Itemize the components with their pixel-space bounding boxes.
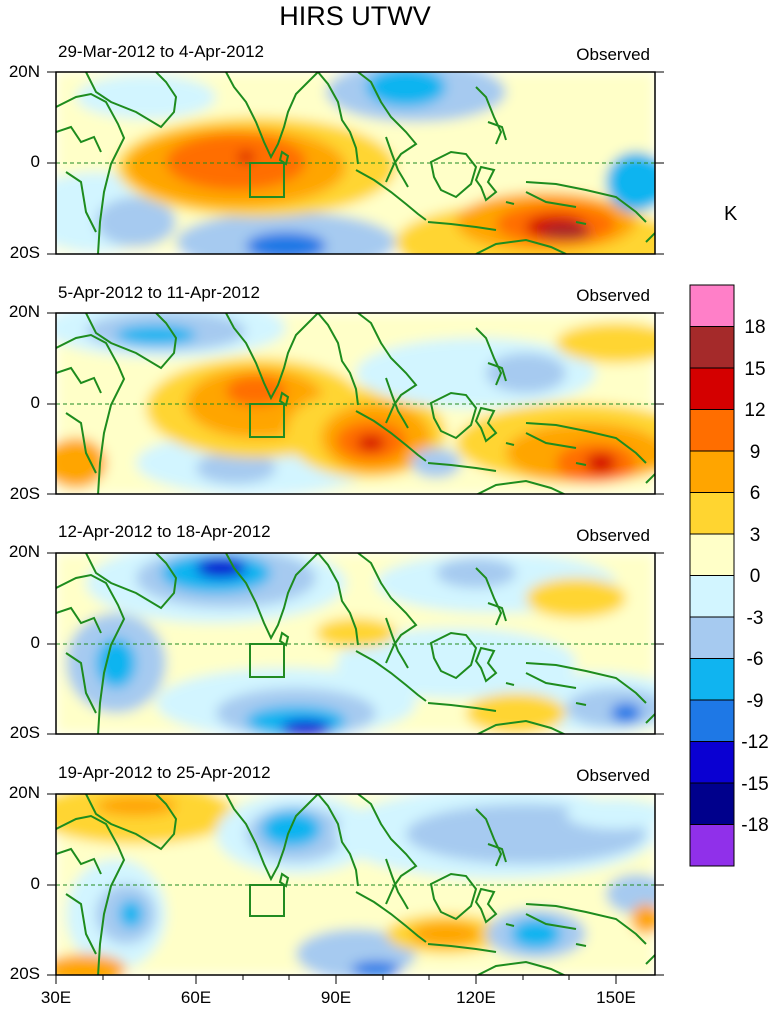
- colorbar-swatch: [689, 409, 735, 452]
- panel-2-map: [55, 312, 656, 495]
- lon-label-60e: 60E: [180, 988, 212, 1007]
- colorbar-tick: -12: [741, 732, 769, 753]
- colorbar-swatch: [689, 450, 735, 493]
- panel-1-tag: Observed: [576, 45, 650, 64]
- colorbar-swatch: [689, 658, 735, 701]
- colorbar: [689, 284, 735, 867]
- colorbar-tick: -15: [741, 774, 769, 795]
- panel-4-map: [55, 793, 656, 976]
- colorbar-tick: 15: [744, 359, 766, 380]
- panel-3-tag: Observed: [576, 526, 650, 545]
- panel-2-tag: Observed: [576, 286, 650, 305]
- lat-label-eq: 0: [30, 874, 40, 893]
- lat-label-20n: 20N: [8, 302, 40, 321]
- colorbar-swatch: [689, 741, 735, 784]
- lat-label-20n: 20N: [8, 542, 40, 561]
- lat-label-20s: 20S: [9, 723, 40, 742]
- panel-3-map: [55, 552, 656, 735]
- colorbar-swatch: [689, 533, 735, 576]
- colorbar-tick: -9: [746, 691, 764, 712]
- lat-label-eq: 0: [30, 393, 40, 412]
- colorbar-swatch: [689, 492, 735, 535]
- colorbar-tick: 6: [749, 483, 761, 504]
- colorbar-tick: -6: [746, 649, 764, 670]
- figure-title: HIRS UTWV: [279, 1, 431, 31]
- colorbar-swatch: [689, 284, 735, 327]
- lat-label-eq: 0: [30, 633, 40, 652]
- colorbar-swatch: [689, 367, 735, 410]
- colorbar-swatch: [689, 824, 735, 867]
- lon-label-90e: 90E: [320, 988, 352, 1007]
- colorbar-unit: K: [724, 203, 738, 225]
- colorbar-swatch: [689, 616, 735, 659]
- panel-1-date-range: 29-Mar-2012 to 4-Apr-2012: [58, 42, 265, 61]
- colorbar-tick: -18: [741, 815, 769, 836]
- panel-2-date-range: 5-Apr-2012 to 11-Apr-2012: [58, 283, 260, 302]
- colorbar-swatch: [689, 575, 735, 618]
- lon-label-30e: 30E: [40, 988, 72, 1007]
- colorbar-tick: 3: [749, 525, 761, 546]
- colorbar-tick: 0: [749, 566, 761, 587]
- lat-label-eq: 0: [30, 152, 40, 171]
- panel-3-date-range: 12-Apr-2012 to 18-Apr-2012: [58, 522, 271, 541]
- lat-label-20s: 20S: [9, 484, 40, 503]
- lat-label-20n: 20N: [8, 783, 40, 802]
- lat-label-20n: 20N: [8, 62, 40, 81]
- colorbar-tick: 18: [744, 317, 766, 338]
- lat-label-20s: 20S: [9, 243, 40, 262]
- lon-label-150e: 150E: [596, 988, 636, 1007]
- colorbar-tick: 12: [744, 400, 766, 421]
- panel-1-map: [55, 71, 656, 255]
- lon-label-120e: 120E: [456, 988, 496, 1007]
- colorbar-tick: 9: [749, 442, 761, 463]
- colorbar-swatch: [689, 782, 735, 825]
- colorbar-swatch: [689, 326, 735, 369]
- colorbar-swatch: [689, 699, 735, 742]
- panel-4-date-range: 19-Apr-2012 to 25-Apr-2012: [58, 763, 271, 782]
- panel-4-tag: Observed: [576, 766, 650, 785]
- lat-label-20s: 20S: [9, 964, 40, 983]
- colorbar-tick: -3: [746, 608, 764, 629]
- axis-ticks: [47, 71, 664, 984]
